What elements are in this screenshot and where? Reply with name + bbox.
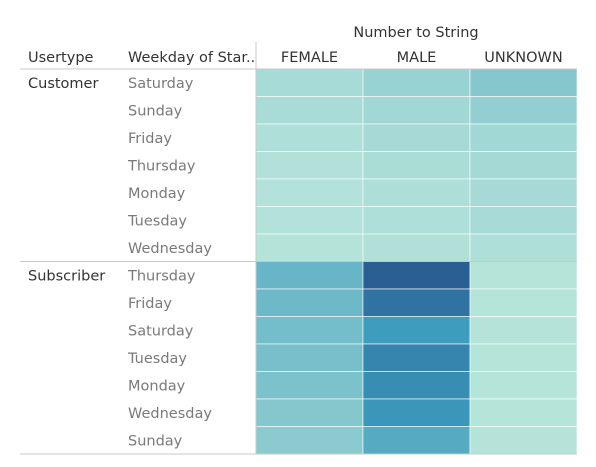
row-label-tuesday: Tuesday xyxy=(127,214,187,230)
column-field-title: Number to String xyxy=(353,25,478,41)
heatmap-cell xyxy=(255,288,364,317)
heatmap-cells xyxy=(255,68,578,455)
heatmap-cell xyxy=(362,288,471,317)
heatmap-cell xyxy=(469,233,578,262)
group-label-customer: Customer xyxy=(28,76,98,92)
heatmap-cell xyxy=(255,151,364,180)
heatmap-cell xyxy=(362,316,471,345)
heatmap-cell xyxy=(255,206,364,235)
heatmap-cell xyxy=(255,343,364,372)
heatmap-cell xyxy=(469,371,578,400)
heatmap-cell xyxy=(255,178,364,207)
heatmap-cell xyxy=(469,96,578,125)
heatmap-cell xyxy=(362,96,471,125)
row-label-saturday: Saturday xyxy=(128,324,194,340)
group-label-subscriber: Subscriber xyxy=(28,269,105,285)
column-headers: FEMALE MALE UNKNOWN xyxy=(281,50,563,66)
row-label-monday: Monday xyxy=(128,379,186,395)
heatmap-cell xyxy=(255,371,364,400)
row-label-saturday: Saturday xyxy=(128,76,194,92)
column-header-unknown: UNKNOWN xyxy=(484,50,562,66)
row-label-wednesday: Wednesday xyxy=(128,241,212,257)
heatmap-cell xyxy=(362,151,471,180)
divider-lines xyxy=(20,42,577,455)
heatmap-cell xyxy=(469,151,578,180)
row-label-monday: Monday xyxy=(128,186,186,202)
heatmap-cell xyxy=(469,123,578,152)
heatmap-cell xyxy=(362,206,471,235)
column-header-male: MALE xyxy=(397,50,437,66)
row-label-sunday: Sunday xyxy=(128,434,183,450)
heatmap-cell xyxy=(362,68,471,97)
heatmap-cell xyxy=(362,371,471,400)
column-header-female: FEMALE xyxy=(281,50,338,66)
heatmap-cell xyxy=(469,343,578,372)
row-labels: Customer Saturday Sunday Friday Thursday Mond… xyxy=(28,76,212,450)
heatmap-cell xyxy=(362,261,471,290)
row-label-wednesday: Wednesday xyxy=(128,406,212,422)
heatmap-cell xyxy=(469,261,578,290)
heatmap-cell xyxy=(469,288,578,317)
heatmap-cell xyxy=(255,261,364,290)
heatmap-cell xyxy=(362,178,471,207)
row-label-tuesday: Tuesday xyxy=(127,351,187,367)
heatmap-cell xyxy=(362,123,471,152)
heatmap-cell xyxy=(362,398,471,427)
heatmap-cell xyxy=(469,398,578,427)
row-field-header-usertype: Usertype xyxy=(28,50,94,66)
heatmap-cell xyxy=(255,426,364,455)
row-label-thursday: Thursday xyxy=(127,269,196,285)
heatmap-cell xyxy=(469,426,578,455)
heatmap-cell xyxy=(362,233,471,262)
heatmap-cell xyxy=(362,343,471,372)
heatmap-cell xyxy=(469,68,578,97)
heatmap-cell xyxy=(255,398,364,427)
heatmap-cell xyxy=(469,206,578,235)
heatmap-cell xyxy=(255,96,364,125)
row-label-friday: Friday xyxy=(128,296,172,312)
heatmap-cell xyxy=(255,233,364,262)
heatmap-cell xyxy=(255,316,364,345)
heatmap-cell xyxy=(255,123,364,152)
row-label-friday: Friday xyxy=(128,131,172,147)
heatmap-cell xyxy=(469,178,578,207)
heatmap-cell xyxy=(469,316,578,345)
row-label-thursday: Thursday xyxy=(127,159,196,175)
row-label-sunday: Sunday xyxy=(128,104,183,120)
heatmap-cell xyxy=(255,68,364,97)
row-field-header-weekday: Weekday of Star.. xyxy=(128,50,255,66)
heatmap-cell xyxy=(362,426,471,455)
chart-headers: Number to String Usertype Weekday of Sta… xyxy=(28,25,479,66)
